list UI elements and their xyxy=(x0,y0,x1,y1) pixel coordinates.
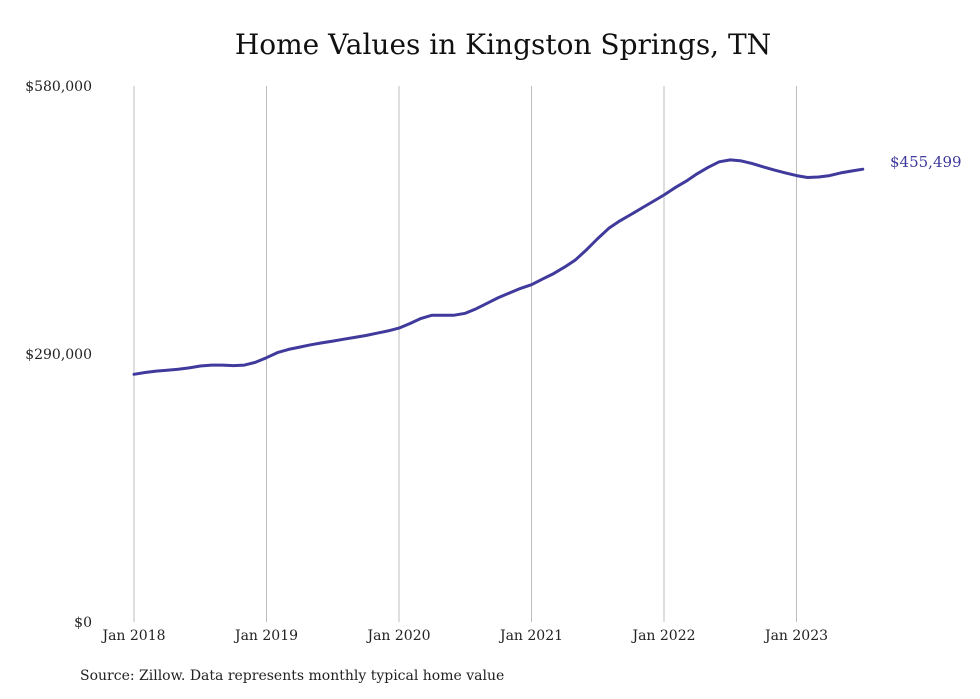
end-value-label: $455,499 xyxy=(890,153,962,171)
x-tick-label: Jan 2021 xyxy=(498,628,563,644)
x-tick-label: Jan 2020 xyxy=(365,628,430,644)
y-tick-label: $0 xyxy=(74,615,92,631)
x-tick-label: Jan 2018 xyxy=(100,628,165,644)
x-tick-label: Jan 2023 xyxy=(763,628,828,644)
x-tick-label: Jan 2022 xyxy=(630,628,695,644)
y-tick-label: $290,000 xyxy=(25,347,92,363)
y-tick-label: $580,000 xyxy=(25,79,92,95)
x-tick-label: Jan 2019 xyxy=(233,628,298,644)
source-note: Source: Zillow. Data represents monthly … xyxy=(80,668,505,684)
chart-title: Home Values in Kingston Springs, TN xyxy=(234,28,772,61)
series-line xyxy=(132,158,865,376)
x-axis-ticks: Jan 2018 Jan 2019 Jan 2020 Jan 2021 Jan 2022… xyxy=(100,628,828,644)
gridlines xyxy=(133,86,797,622)
y-axis-ticks: $0 $290,000 $580,000 xyxy=(25,79,92,631)
series-layer: $455,499 xyxy=(132,153,962,376)
